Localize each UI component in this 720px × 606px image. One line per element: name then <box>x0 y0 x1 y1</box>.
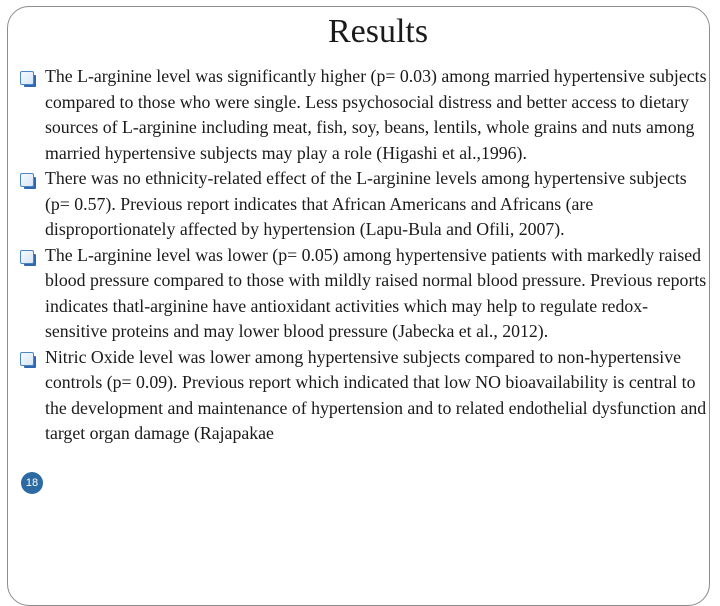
bullet-item: The L-arginine level was lower (p= 0.05)… <box>20 243 710 345</box>
slide-title: Results <box>327 13 429 50</box>
bullet-item: The L-arginine level was significantly h… <box>20 64 710 166</box>
square-bullet-icon <box>20 173 36 189</box>
bullet-text: The L-arginine level was significantly h… <box>45 66 707 163</box>
bullet-list: The L-arginine level was significantly h… <box>20 64 710 447</box>
bullet-text: There was no ethnicity-related effect of… <box>45 168 687 239</box>
slide-number-badge: 18 <box>21 472 43 494</box>
square-bullet-icon <box>20 71 36 87</box>
bullet-item: Nitric Oxide level was lower among hyper… <box>20 345 710 447</box>
bullet-text: The L-arginine level was lower (p= 0.05)… <box>45 244 707 342</box>
bullet-text: Nitric Oxide level was lower among hyper… <box>45 346 707 444</box>
square-bullet-icon <box>20 249 36 266</box>
bullet-item: There was no ethnicity-related effect of… <box>20 166 710 243</box>
square-bullet-icon <box>20 351 36 368</box>
